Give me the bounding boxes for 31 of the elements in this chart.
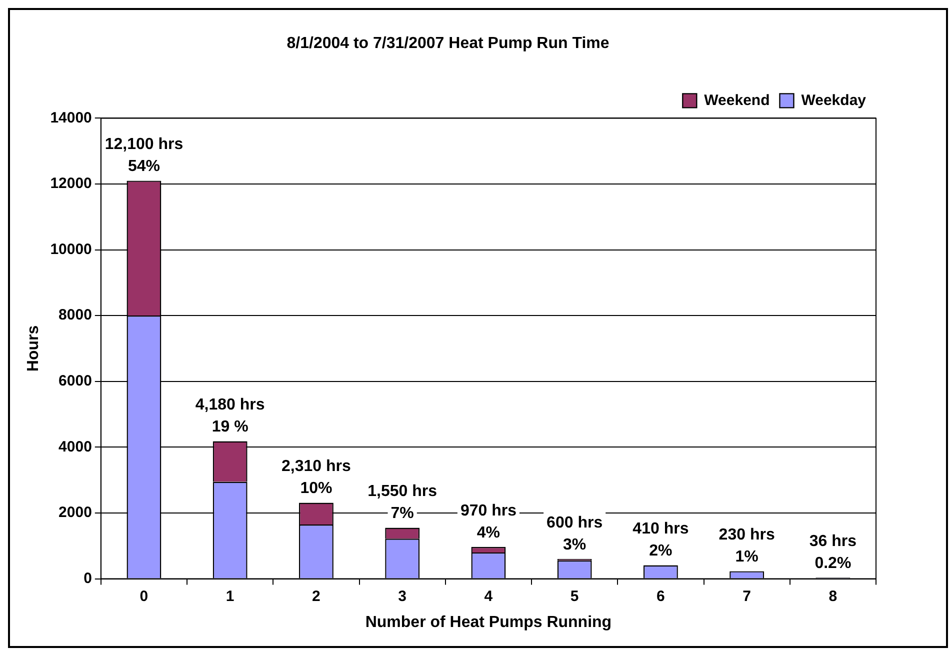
y-tick-label: 10000 — [50, 240, 92, 258]
y-tick-label: 8000 — [58, 306, 92, 324]
y-tick-label: 6000 — [58, 372, 92, 390]
total-label: 12,100 hrs 54% — [104, 136, 184, 176]
total-label: 1,550 hrs 7% — [368, 483, 438, 522]
y-tick-label: 0 — [84, 570, 92, 587]
x-tick-label: 7 — [742, 588, 751, 605]
total-label: 230 hrs 1% — [718, 526, 775, 566]
x-tick-label: 0 — [140, 588, 148, 605]
total-label: 410 hrs 2% — [632, 520, 689, 560]
x-tick-label: 1 — [226, 588, 234, 605]
y-tick-label: 2000 — [58, 504, 92, 522]
x-tick-label: 4 — [484, 588, 494, 605]
y-tick-label: 4000 — [58, 438, 92, 456]
x-axis-title: Number of Heat Pumps Running — [365, 614, 612, 631]
y-axis-title: Hours — [25, 325, 42, 372]
chart-title: 8/1/2004 to 7/31/2007 Heat Pump Run Time — [286, 35, 610, 52]
total-label: 4,180 hrs 19 % — [195, 396, 265, 436]
total-label: 970 hrs 4% — [460, 502, 517, 542]
y-tick-label: 14000 — [50, 109, 92, 126]
total-label: 2,310 hrs 10% — [282, 458, 352, 498]
x-tick-label: 3 — [398, 588, 407, 605]
y-tick-label: 12000 — [50, 175, 92, 192]
x-tick-label: 8 — [828, 588, 838, 605]
legend-label: Weekend — [704, 92, 770, 109]
total-label: 600 hrs 3% — [546, 514, 603, 554]
x-tick-label: 6 — [656, 588, 665, 605]
x-tick-label: 5 — [570, 588, 579, 605]
x-tick-label: 2 — [312, 588, 320, 605]
legend-label: Weekday — [801, 92, 867, 109]
total-label: 36 hrs 0.2% — [809, 533, 857, 572]
